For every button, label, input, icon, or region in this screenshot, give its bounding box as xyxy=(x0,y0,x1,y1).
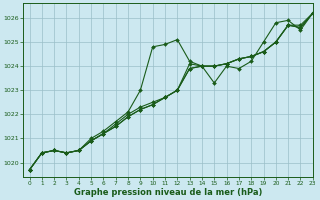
X-axis label: Graphe pression niveau de la mer (hPa): Graphe pression niveau de la mer (hPa) xyxy=(74,188,262,197)
